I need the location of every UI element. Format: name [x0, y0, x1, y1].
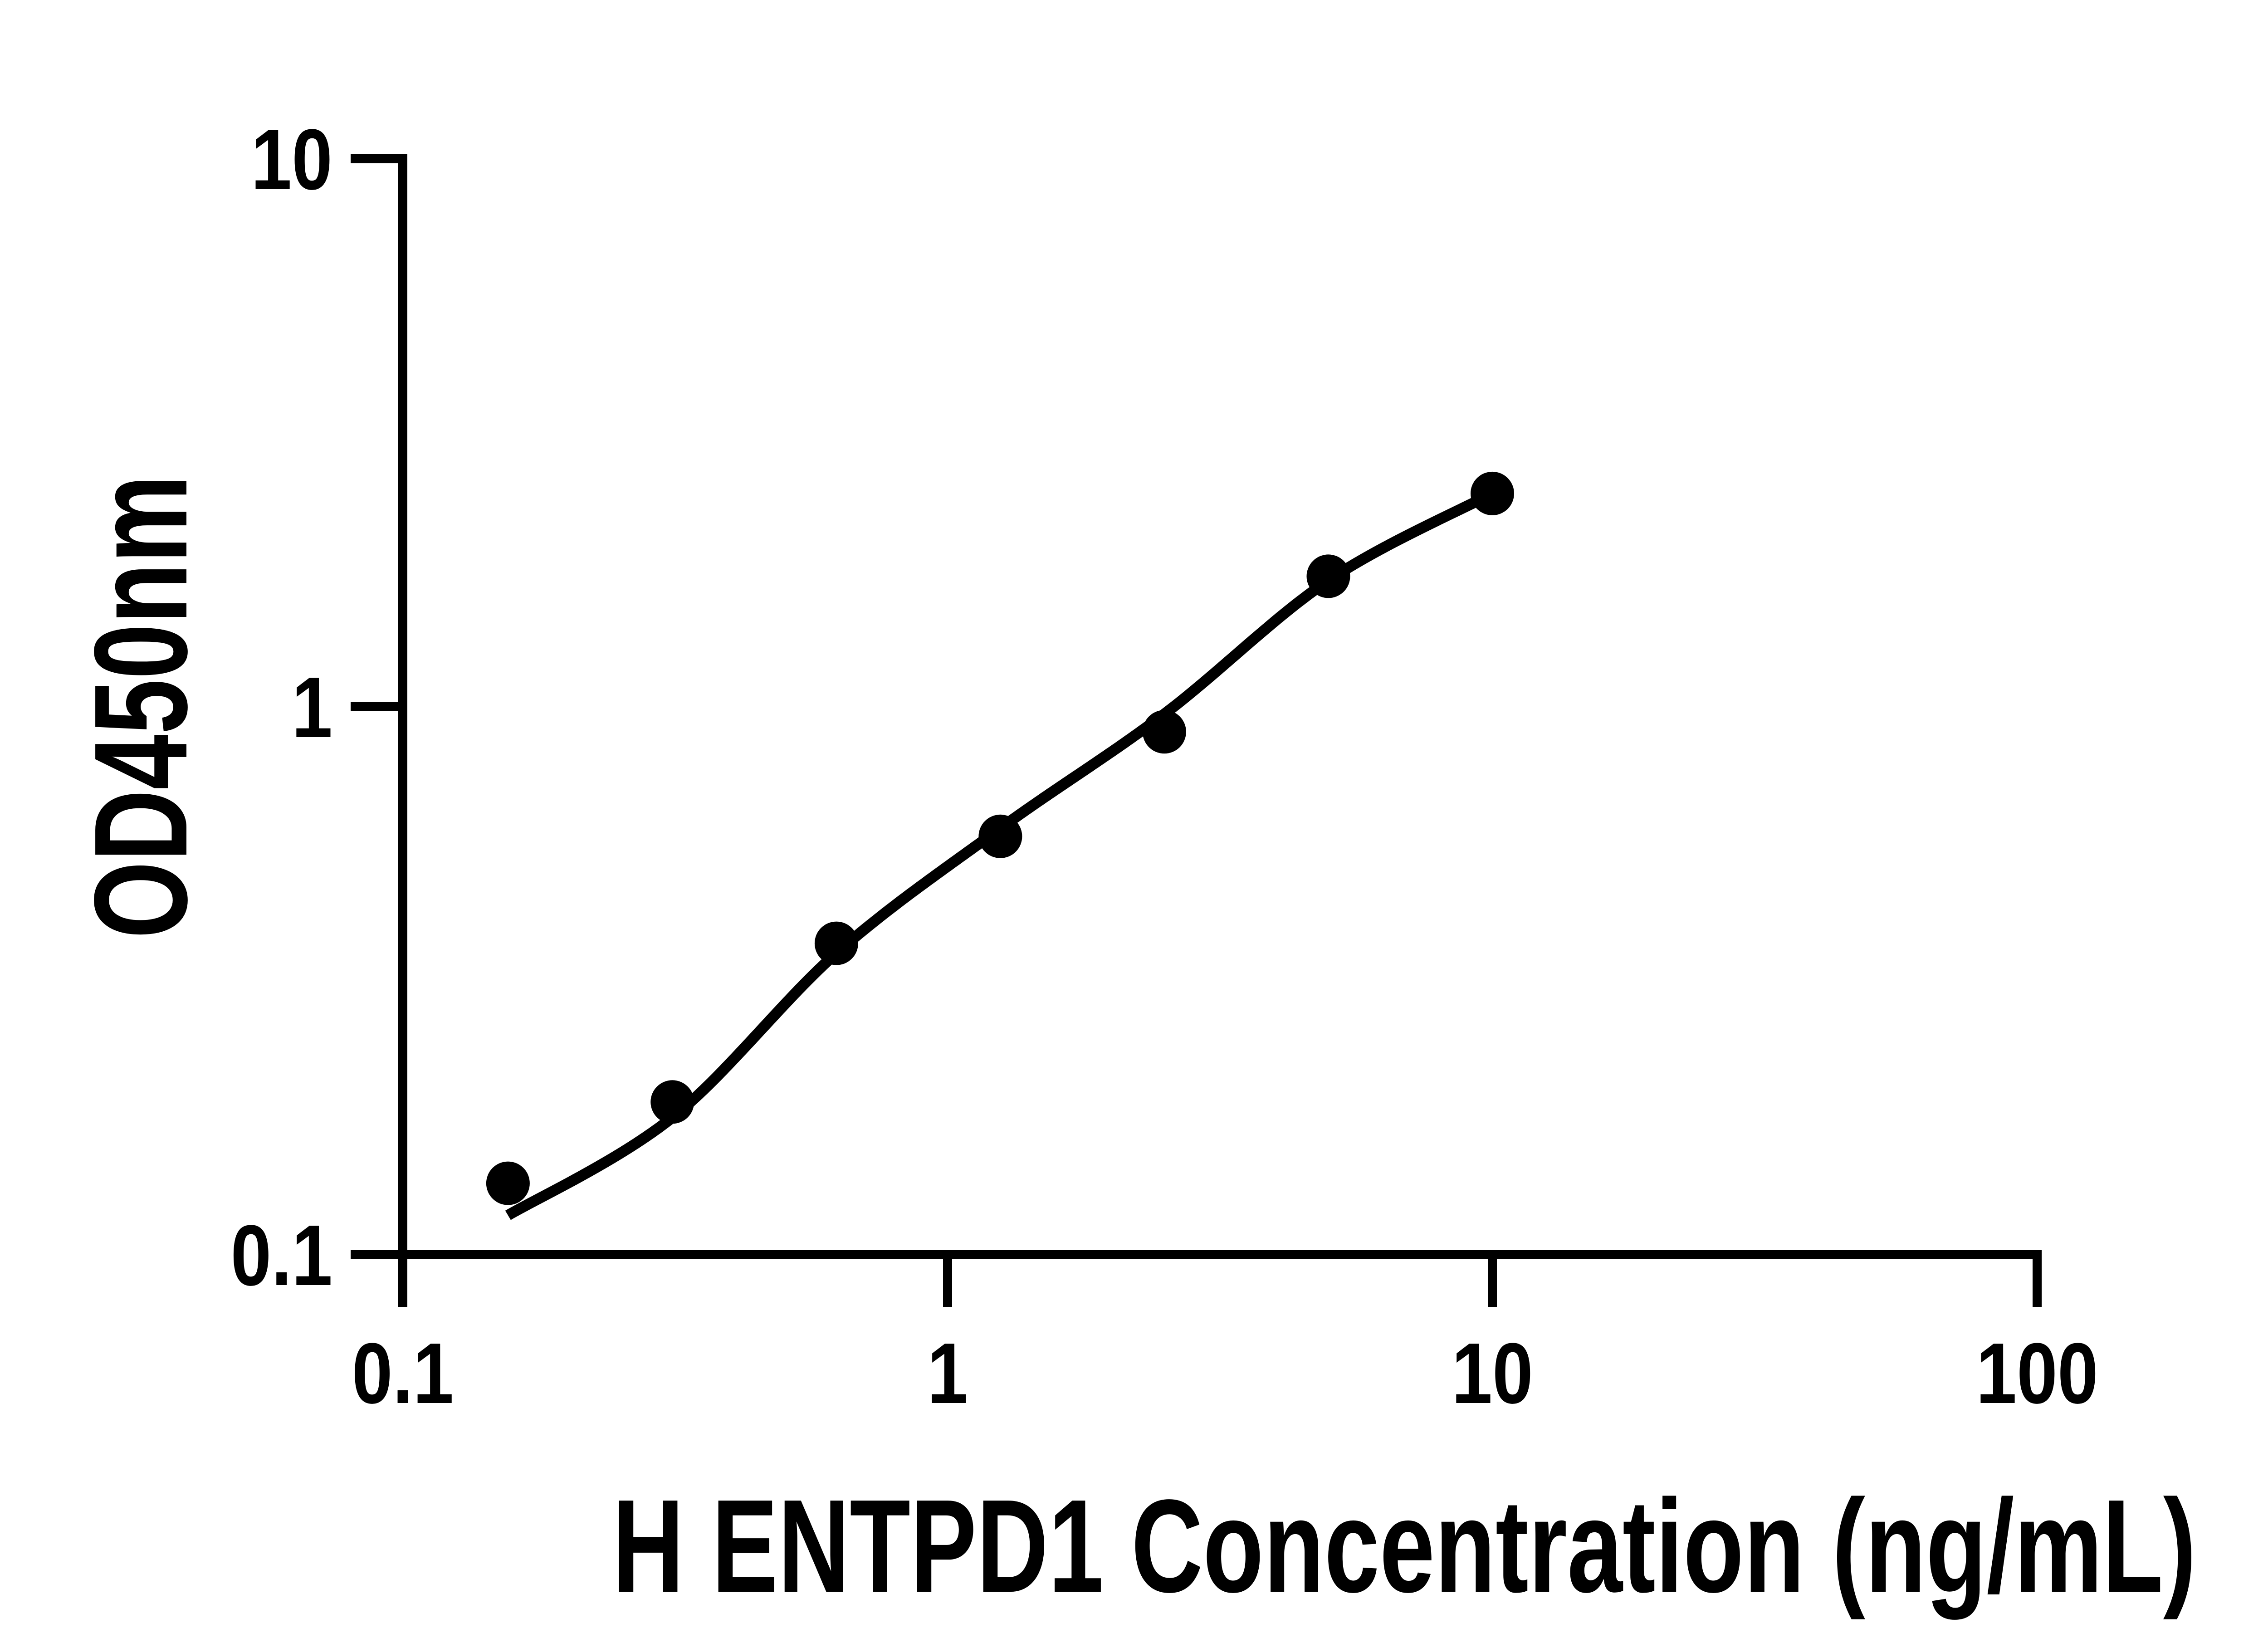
y-axis-title: OD450nm: [67, 474, 215, 939]
x-tick-label: 1: [927, 1325, 968, 1422]
data-point: [486, 1161, 530, 1205]
x-tick-label: 10: [1452, 1325, 1533, 1422]
data-point: [814, 921, 858, 965]
y-tick-label: 0.1: [231, 1208, 332, 1304]
fit-curve-line: [505, 489, 1495, 1220]
x-tick-label: 100: [1976, 1325, 2098, 1422]
x-tick-label: 0.1: [352, 1325, 454, 1422]
y-tick-label: 10: [251, 112, 332, 208]
y-tick-label: 1: [292, 660, 332, 756]
x-axis-title: H ENTPD1 Concentration (ng/mL): [612, 1472, 2196, 1620]
